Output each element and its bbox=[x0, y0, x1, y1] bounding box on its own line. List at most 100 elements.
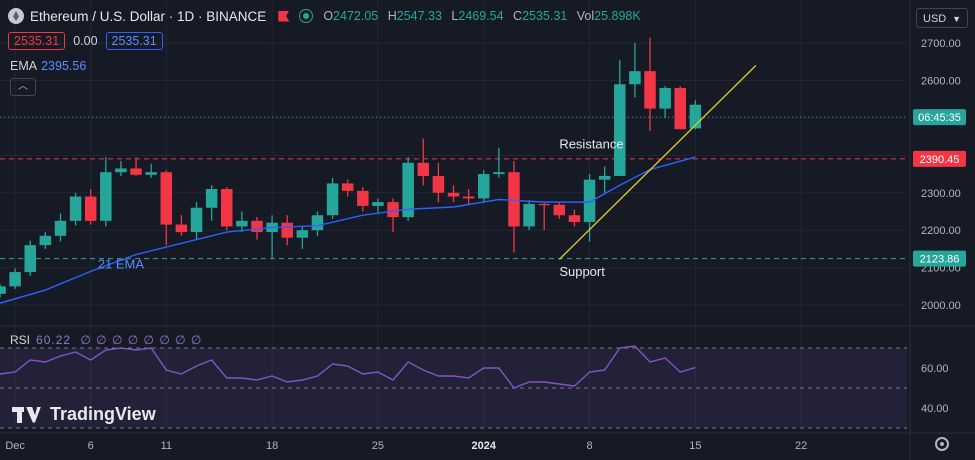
price-tick-label: 2600.00 bbox=[921, 76, 961, 88]
ethereum-icon bbox=[8, 8, 24, 24]
candle-body bbox=[523, 204, 535, 227]
time-tick-label: 2024 bbox=[471, 440, 496, 452]
candle-body bbox=[0, 286, 6, 294]
annotation-resistance: Resistance bbox=[559, 137, 623, 152]
annotation-21-ema: 21 EMA bbox=[98, 256, 145, 271]
candle-body bbox=[629, 71, 641, 85]
ema-legend[interactable]: EMA 2395.56 bbox=[10, 59, 86, 73]
candle-body bbox=[614, 84, 626, 176]
candle-body bbox=[311, 215, 324, 231]
candle-body bbox=[190, 207, 203, 233]
currency-value: USD bbox=[923, 13, 947, 25]
collapse-legend-button[interactable]: ︿ bbox=[10, 78, 36, 96]
level-tag-support: 2123.86 bbox=[920, 254, 960, 266]
candle-body bbox=[357, 190, 369, 206]
time-tick-label: 6 bbox=[88, 440, 94, 452]
level-tag-resistance: 2390.45 bbox=[920, 154, 960, 166]
candle-body bbox=[417, 162, 430, 176]
candle-body bbox=[341, 183, 354, 191]
price-tick-label: 2200.00 bbox=[921, 225, 961, 237]
candle-body bbox=[644, 71, 656, 109]
tradingview-icon bbox=[12, 406, 42, 423]
rsi-extra-values: ∅ ∅ ∅ ∅ ∅ ∅ ∅ ∅ bbox=[80, 333, 203, 347]
candle-body bbox=[236, 220, 248, 227]
candle-body bbox=[372, 202, 384, 206]
candle-body bbox=[205, 189, 218, 208]
candle-body bbox=[477, 174, 490, 199]
candle-body bbox=[281, 222, 293, 238]
ema-label: EMA bbox=[10, 59, 38, 73]
candle-body bbox=[462, 196, 475, 199]
candle-body bbox=[659, 88, 671, 109]
price-tick-label: 2300.00 bbox=[921, 188, 961, 200]
spread-value: 0.00 bbox=[73, 34, 98, 48]
time-tick-label: 8 bbox=[586, 440, 592, 452]
symbol-header: Ethereum / U.S. Dollar · 1D · BINANCE O2… bbox=[8, 8, 647, 24]
candle-body bbox=[54, 220, 67, 236]
gear-icon[interactable] bbox=[935, 437, 949, 451]
level-tag-resistance-bg bbox=[913, 150, 966, 167]
candle-body bbox=[145, 172, 157, 175]
rsi-value: 60.22 bbox=[36, 333, 72, 347]
level-tag-support-bg bbox=[913, 250, 966, 267]
candle-body bbox=[221, 189, 233, 227]
market-status-icon bbox=[299, 9, 314, 23]
current-price-tag-bg bbox=[913, 109, 966, 126]
time-tick-label: 18 bbox=[266, 440, 278, 452]
candle-body bbox=[402, 162, 414, 218]
candle-body bbox=[175, 224, 188, 233]
current-price-tag: 06:45:35 bbox=[918, 112, 961, 124]
candle-body bbox=[598, 175, 611, 180]
price-tick-label: 2000.00 bbox=[921, 300, 961, 312]
rsi-line bbox=[0, 345, 696, 389]
candle-body bbox=[69, 196, 82, 221]
ohlc-readout: O2472.05 H2547.33 L2469.54 C2535.31 Vol2… bbox=[323, 9, 641, 23]
candle-body bbox=[115, 168, 127, 173]
candle-body bbox=[493, 172, 505, 175]
ema-value: 2395.56 bbox=[41, 59, 87, 73]
chevron-down-icon: ▼ bbox=[952, 14, 961, 24]
ema-line bbox=[0, 156, 696, 304]
candle-body bbox=[24, 245, 36, 273]
candle-body bbox=[326, 183, 339, 216]
currency-select[interactable]: USD ▼ bbox=[916, 8, 968, 28]
candle-body bbox=[84, 196, 97, 221]
candle-body bbox=[432, 175, 445, 193]
candle-body bbox=[251, 220, 263, 233]
candle-body bbox=[538, 204, 550, 206]
time-tick-label: 11 bbox=[161, 440, 172, 452]
tradingview-logo: TradingView bbox=[12, 404, 156, 425]
annotation-support: Support bbox=[559, 264, 605, 279]
candle-body bbox=[39, 235, 52, 246]
candle-body bbox=[689, 104, 702, 129]
candle-body bbox=[508, 172, 520, 227]
symbol-title[interactable]: Ethereum / U.S. Dollar · 1D · BINANCE bbox=[30, 8, 267, 24]
brand-name: TradingView bbox=[50, 404, 156, 424]
sell-price-button[interactable]: 2535.31 bbox=[8, 32, 66, 50]
candle-body bbox=[568, 215, 581, 222]
trend-line bbox=[558, 65, 757, 260]
candle-body bbox=[9, 272, 21, 287]
rsi-label: RSI bbox=[10, 333, 31, 347]
time-tick-label: Dec bbox=[5, 440, 25, 452]
time-tick-label: 15 bbox=[689, 440, 701, 452]
candle-body bbox=[160, 172, 173, 225]
candle-body bbox=[296, 230, 309, 238]
rsi-tick-label: 40.00 bbox=[921, 403, 949, 415]
time-tick-label: 25 bbox=[372, 440, 384, 452]
candle-body bbox=[553, 204, 566, 216]
price-tick-label: 2700.00 bbox=[921, 38, 961, 50]
rsi-tick-label: 60.00 bbox=[921, 363, 949, 375]
trade-prices: 2535.31 0.00 2535.31 bbox=[8, 32, 163, 50]
candle-body bbox=[447, 192, 460, 197]
buy-price-button[interactable]: 2535.31 bbox=[105, 32, 163, 50]
candle-body bbox=[583, 179, 596, 222]
candle-body bbox=[387, 202, 399, 218]
candle-body bbox=[100, 172, 112, 221]
candle-body bbox=[674, 88, 686, 130]
rsi-legend[interactable]: RSI 60.22 ∅ ∅ ∅ ∅ ∅ ∅ ∅ ∅ bbox=[10, 333, 202, 347]
candle-body bbox=[130, 168, 142, 175]
time-tick-label: 22 bbox=[795, 440, 807, 452]
flag-icon[interactable] bbox=[278, 10, 290, 22]
